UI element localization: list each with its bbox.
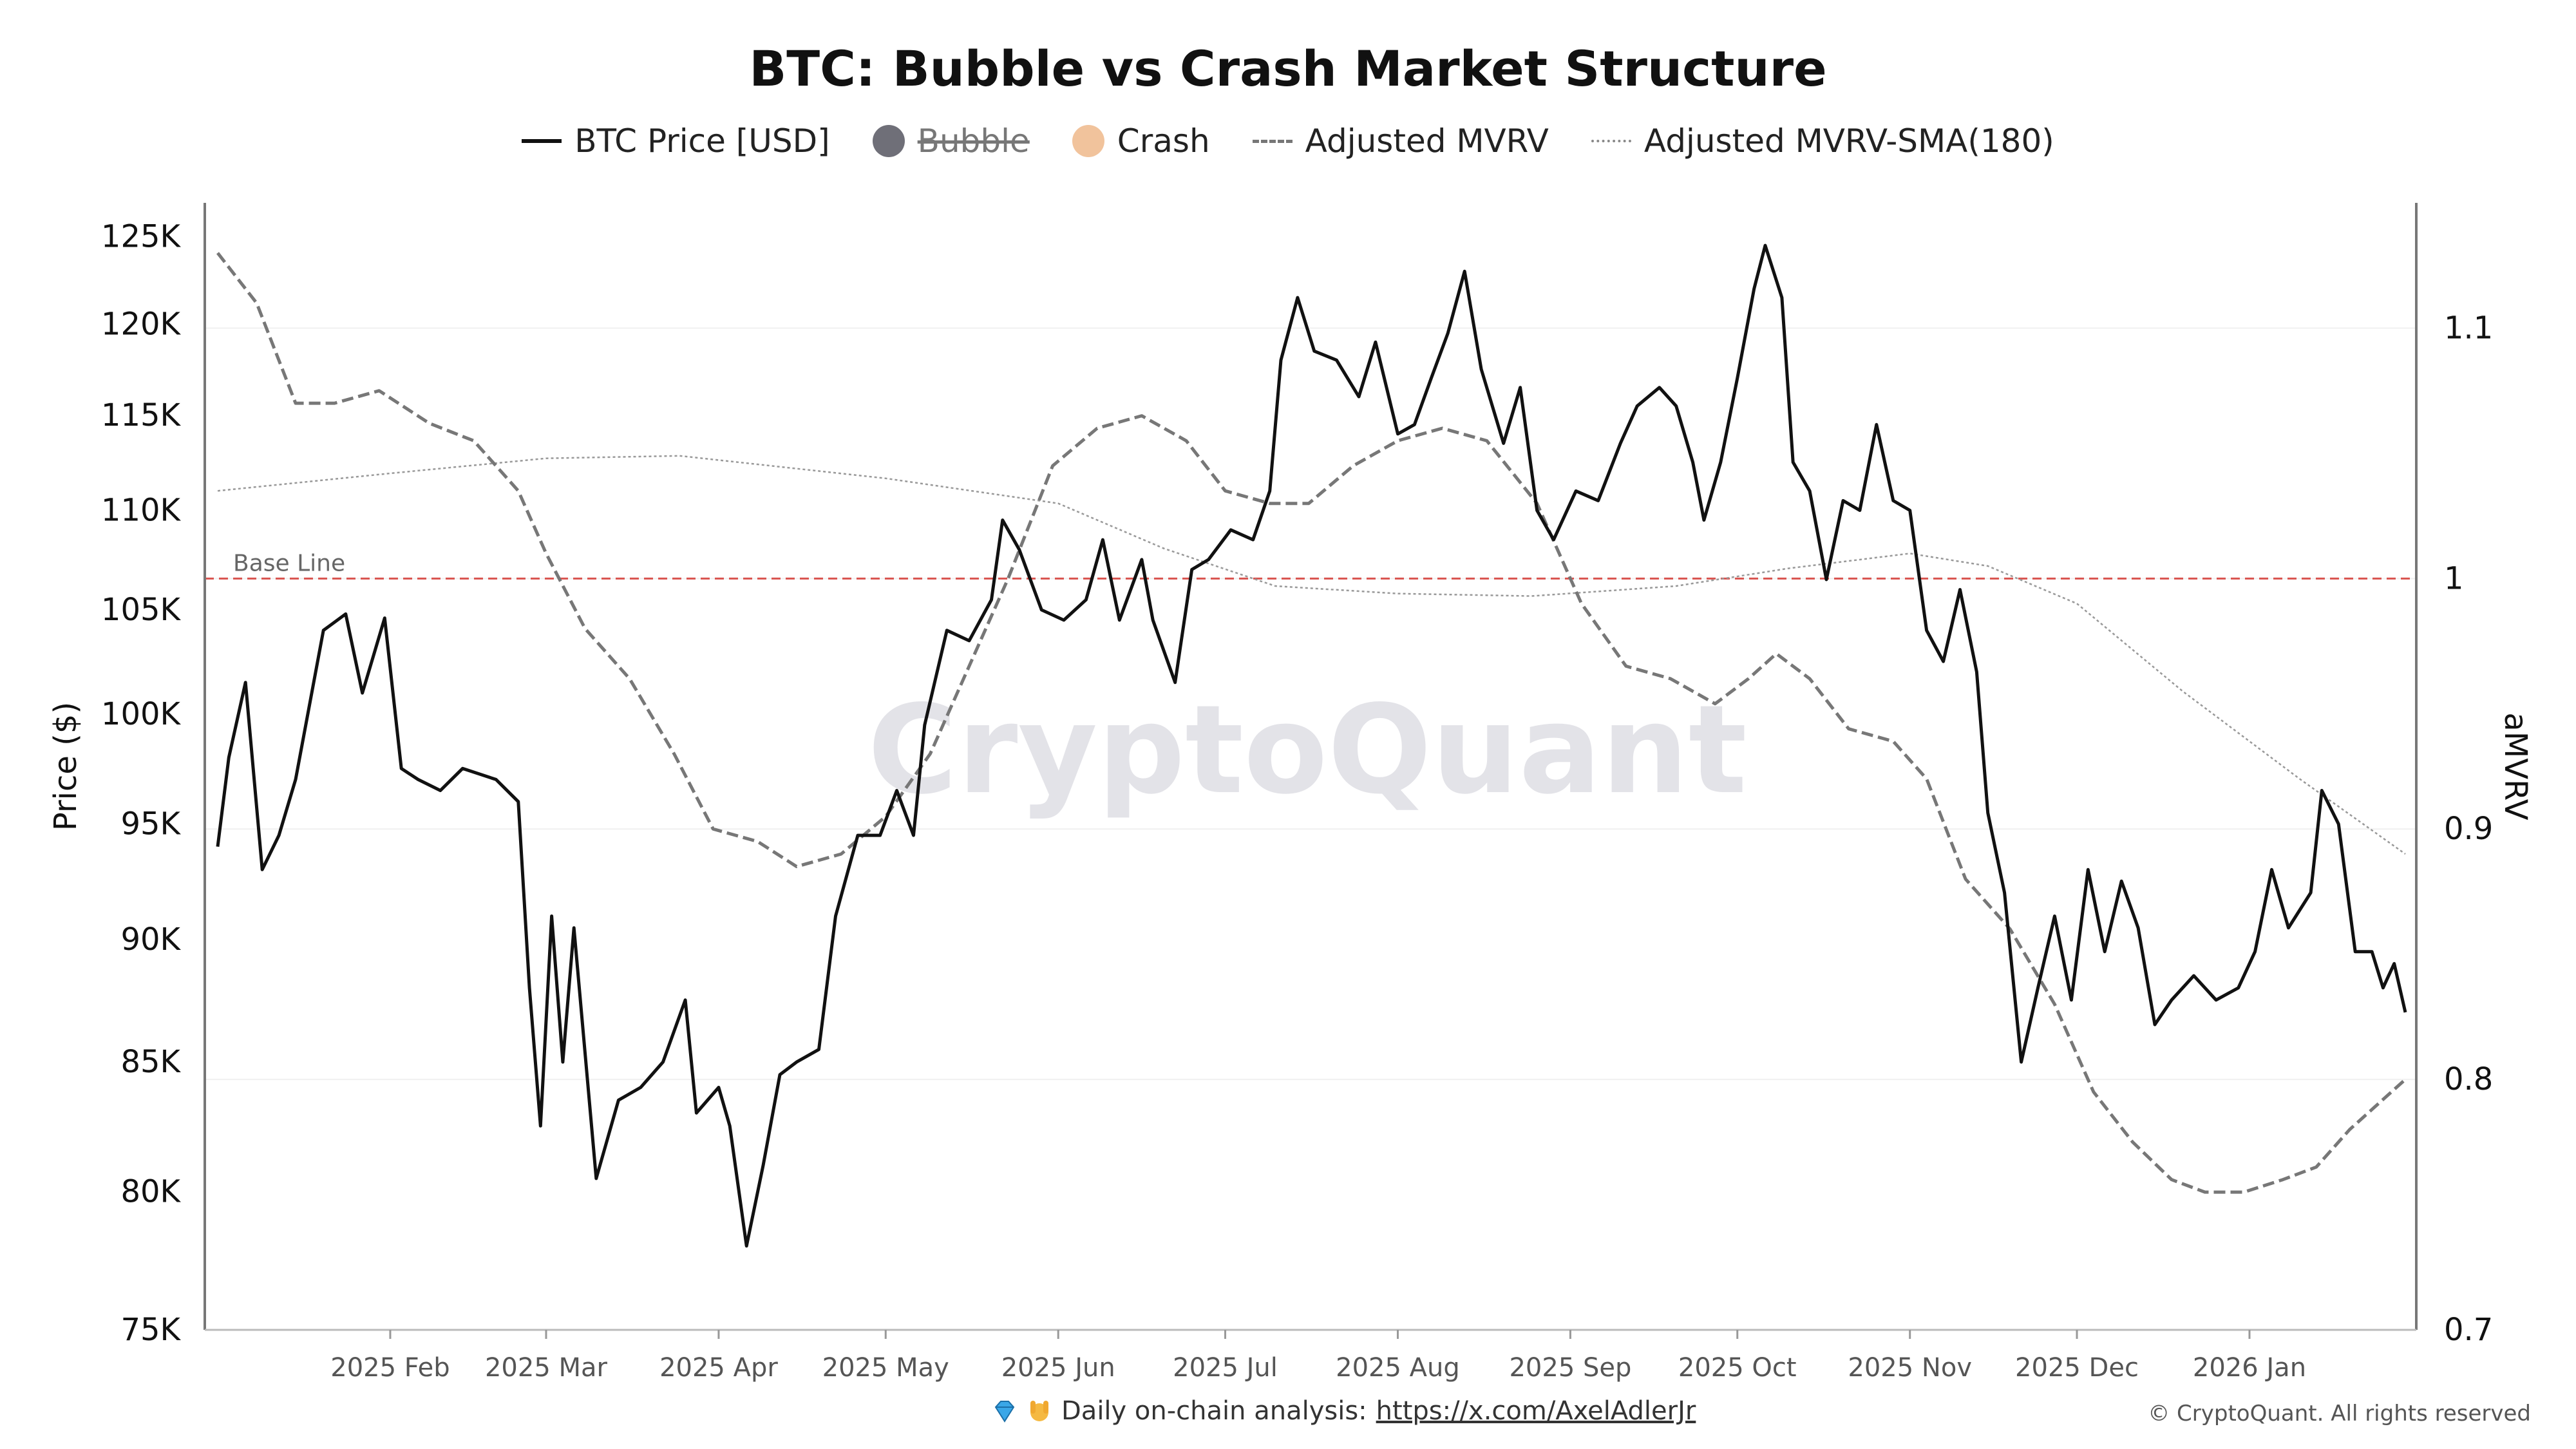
x-tick-label: 2025 Mar	[485, 1353, 608, 1383]
series-line-adjusted-mvrv	[216, 252, 2407, 1194]
x-tick-label: 2025 Aug	[1336, 1353, 1460, 1383]
legend-label-adjusted-mvrv-sma: Adjusted MVRV-SMA(180)	[1643, 122, 2054, 160]
x-tick-label: 2025 Jun	[1001, 1353, 1115, 1383]
y-left-tick-label: 95K	[120, 806, 181, 842]
series-group	[216, 243, 2407, 1248]
legend-item-adjusted-mvrv[interactable]: Adjusted MVRV	[1252, 122, 1549, 160]
y-left-tick-label: 110K	[101, 492, 182, 528]
y-axis-right-label: aMVRV	[2497, 712, 2533, 820]
legend-item-adjusted-mvrv-sma[interactable]: Adjusted MVRV-SMA(180)	[1591, 122, 2054, 160]
y-right-tick-label: 0.7	[2444, 1312, 2493, 1348]
y-left-tick-label: 125K	[101, 219, 182, 255]
legend-label-btc-price: BTC Price [USD]	[574, 122, 830, 160]
y-right-tick-label: 1	[2444, 560, 2464, 596]
legend-label-adjusted-mvrv: Adjusted MVRV	[1305, 122, 1549, 160]
y-left-tick-label: 75K	[120, 1312, 181, 1348]
base-line-label: Base Line	[233, 550, 345, 576]
gridlines	[205, 327, 2416, 1331]
x-tick-label: 2025 Jul	[1173, 1353, 1278, 1383]
y-left-tick-label: 115K	[101, 397, 182, 433]
series-line-adjusted-mvrv-sma-180	[217, 455, 2406, 855]
dotted-line-icon	[1591, 140, 1631, 142]
crash-dot-icon	[1072, 125, 1104, 157]
watermark-text: CryptoQuant	[867, 679, 1747, 821]
x-tick-label: 2025 Dec	[2015, 1353, 2139, 1383]
axes: 125K 120K 115K 110K 105K 100K 95K 90K 85K 80K 75K 1…	[101, 203, 2493, 1383]
footer-copyright: © CryptoQuant. All rights reserved	[2148, 1401, 2531, 1426]
legend-label-crash: Crash	[1117, 122, 1210, 160]
bubble-dot-icon	[872, 125, 905, 157]
legend-item-bubble[interactable]: Bubble	[872, 122, 1030, 160]
x-tick-label: 2025 May	[822, 1353, 949, 1383]
y-right-tick-label: 1.1	[2444, 310, 2493, 346]
chart-title: BTC: Bubble vs Crash Market Structure	[749, 40, 1827, 97]
y-left-tick-label: 100K	[101, 696, 182, 732]
series-line-btc-price-usd	[216, 243, 2407, 1248]
y-axis-left-label: Price ($)	[48, 702, 84, 831]
x-tick-label: 2025 Apr	[659, 1353, 778, 1383]
footer-analysis: Daily on-chain analysis: https://x.com/A…	[992, 1396, 1696, 1426]
solid-line-icon	[522, 139, 562, 143]
y-left-tick-label: 85K	[120, 1044, 181, 1080]
legend-label-bubble: Bubble	[917, 122, 1030, 160]
footer-analysis-text: Daily on-chain analysis:	[1061, 1396, 1367, 1426]
x-tick-label: 2025 Feb	[330, 1353, 450, 1383]
y-left-tick-label: 120K	[101, 306, 182, 342]
x-tick-label: 2025 Oct	[1678, 1353, 1797, 1383]
y-right-tick-label: 0.9	[2444, 811, 2493, 847]
x-tick-label: 2025 Sep	[1509, 1353, 1631, 1383]
legend-item-crash[interactable]: Crash	[1072, 122, 1210, 160]
diamond-icon	[994, 1401, 1015, 1423]
legend: BTC Price [USD] Bubble Crash Adjusted MV…	[0, 122, 2576, 160]
x-tick-label: 2025 Nov	[1848, 1353, 1972, 1383]
base-line: Base Line	[205, 550, 2416, 580]
x-tick-label: 2026 Jan	[2193, 1353, 2306, 1383]
raised-hands-icon	[1030, 1401, 1048, 1421]
y-left-tick-label: 80K	[120, 1174, 181, 1210]
dashed-line-icon	[1252, 139, 1293, 143]
footer-analysis-link[interactable]: https://x.com/AxelAdlerJr	[1376, 1396, 1696, 1426]
y-right-tick-label: 0.8	[2444, 1061, 2493, 1097]
y-left-tick-label: 105K	[101, 592, 182, 628]
legend-item-btc-price[interactable]: BTC Price [USD]	[522, 122, 830, 160]
y-left-tick-label: 90K	[120, 922, 181, 958]
